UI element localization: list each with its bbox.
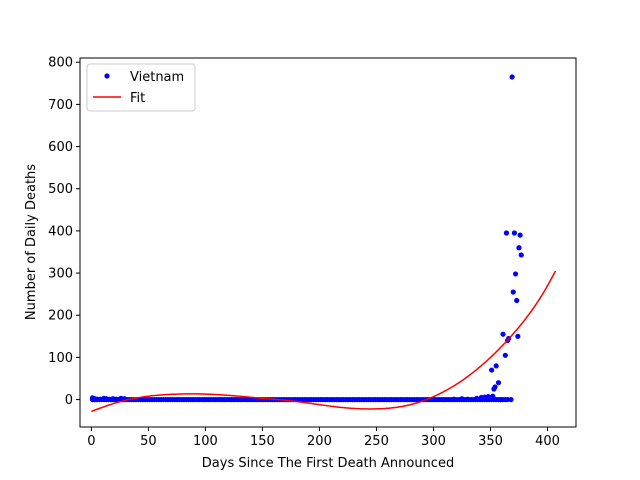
y-tick-label: 800: [48, 56, 73, 71]
x-tick-label: 100: [193, 434, 218, 449]
data-point: [512, 271, 519, 277]
data-point: [113, 396, 120, 402]
y-tick-label: 300: [48, 267, 73, 282]
y-tick-label: 600: [48, 140, 73, 155]
x-tick-label: 400: [535, 434, 560, 449]
x-tick-label: 350: [478, 434, 503, 449]
data-point: [459, 396, 465, 402]
series-vietnam: [89, 74, 524, 403]
x-tick-label: 150: [250, 434, 275, 449]
fit-line: [91, 270, 557, 413]
legend-label-vietnam: Vietnam: [130, 70, 184, 85]
data-point: [511, 230, 518, 236]
data-point: [508, 396, 514, 403]
data-point: [510, 289, 516, 295]
y-tick-label: 100: [48, 351, 73, 366]
data-point: [490, 393, 496, 399]
x-axis-ticks: 0 50 100 150 200 250 300 350 400: [87, 427, 560, 449]
plot-content: [89, 74, 557, 413]
x-tick-label: 300: [421, 434, 446, 449]
y-tick-label: 400: [48, 224, 73, 239]
legend-label-fit: Fit: [130, 91, 145, 106]
x-tick-label: 50: [140, 434, 157, 449]
data-point: [465, 396, 471, 402]
legend-box: [86, 63, 196, 112]
data-point: [517, 232, 523, 238]
data-point: [509, 74, 515, 80]
x-tick-label: 0: [87, 434, 95, 449]
legend: Vietnam Fit: [86, 63, 196, 112]
y-tick-label: 700: [48, 98, 73, 113]
data-point: [495, 380, 502, 386]
y-tick-label: 0: [65, 393, 73, 408]
x-tick-label: 250: [364, 434, 389, 449]
data-point: [502, 352, 508, 358]
data-point: [500, 331, 506, 337]
data-point: [489, 367, 495, 373]
y-axis-ticks: 0 100 200 300 400 500 600 700 800: [48, 56, 80, 408]
data-point: [492, 384, 498, 390]
data-point: [514, 297, 520, 304]
data-point: [474, 395, 480, 401]
legend-marker-vietnam: [104, 73, 110, 79]
y-tick-label: 500: [48, 182, 73, 197]
data-point: [503, 230, 510, 236]
data-point: [493, 363, 499, 369]
plot-area-frame: [79, 57, 577, 428]
data-point: [498, 396, 504, 403]
data-point: [451, 396, 457, 402]
y-tick-label: 200: [48, 309, 73, 324]
y-axis-title: Number of Daily Deaths: [24, 164, 39, 320]
data-point: [516, 245, 522, 251]
data-point: [518, 252, 524, 258]
data-point: [515, 333, 521, 339]
x-axis-title: Days Since The First Death Announced: [202, 456, 454, 471]
x-tick-label: 200: [307, 434, 332, 449]
